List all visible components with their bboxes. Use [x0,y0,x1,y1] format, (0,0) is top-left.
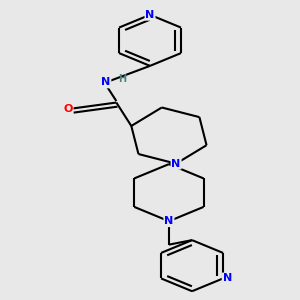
Text: N: N [172,159,181,169]
Text: N: N [164,216,174,226]
Text: H: H [118,74,126,84]
Text: N: N [101,77,110,87]
Text: N: N [146,10,154,20]
Text: O: O [63,103,73,113]
Text: N: N [223,273,232,284]
